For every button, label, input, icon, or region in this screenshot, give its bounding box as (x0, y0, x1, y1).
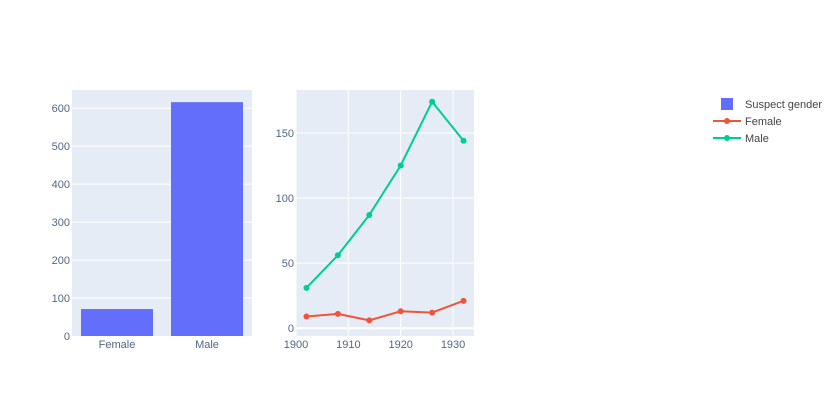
bar-y-tick-label: 0 (64, 331, 70, 343)
line-y-tick-label: 100 (276, 193, 294, 205)
legend-marker-female (724, 118, 730, 124)
point-female (366, 317, 373, 324)
legend-swatch-suspect-gender (721, 98, 733, 110)
line-x-tick-label: 1900 (284, 339, 308, 351)
line-y-tick-label: 0 (288, 323, 294, 335)
point-female (303, 313, 310, 320)
series-line-male (305, 100, 465, 289)
bar-y-tick-label: 100 (52, 293, 70, 305)
bar-male (171, 102, 243, 336)
bar-y-tick-label: 400 (52, 179, 70, 191)
point-male (303, 284, 310, 291)
line-y-tick-label: 150 (276, 128, 294, 140)
legend-marker-male (724, 135, 730, 141)
point-male (366, 211, 373, 218)
line-panel: 1900 1910 1920 1930 0 50 100 150 (276, 90, 474, 351)
point-female (397, 308, 404, 315)
bar-panel: 0 100 200 300 400 500 600 Female Male (52, 90, 252, 351)
point-male (429, 98, 436, 105)
legend-label-male: Male (745, 133, 769, 145)
line-x-tick-label: 1920 (388, 339, 412, 351)
line-plot-area (296, 90, 474, 336)
bar-x-tick-label: Male (195, 339, 219, 351)
bar-female (81, 309, 153, 336)
line-x-tick-label: 1930 (441, 339, 465, 351)
bar-x-tick-label: Female (99, 339, 136, 351)
point-female (429, 309, 436, 316)
legend-label-suspect-gender: Suspect gender (745, 99, 822, 111)
line-y-tick-label: 50 (282, 258, 294, 270)
bar-y-tick-label: 200 (52, 255, 70, 267)
point-male (334, 252, 341, 259)
bar-y-tick-label: 600 (52, 103, 70, 115)
line-x-tick-label: 1910 (336, 339, 360, 351)
legend-label-female: Female (745, 116, 782, 128)
point-female (334, 310, 341, 317)
point-male (460, 137, 467, 144)
point-female (460, 297, 467, 304)
bar-y-tick-label: 500 (52, 141, 70, 153)
series-line-female (306, 299, 464, 322)
point-male (397, 162, 404, 169)
bar-y-tick-label: 300 (52, 217, 70, 229)
legend: Suspect gender Female Male (713, 98, 822, 145)
